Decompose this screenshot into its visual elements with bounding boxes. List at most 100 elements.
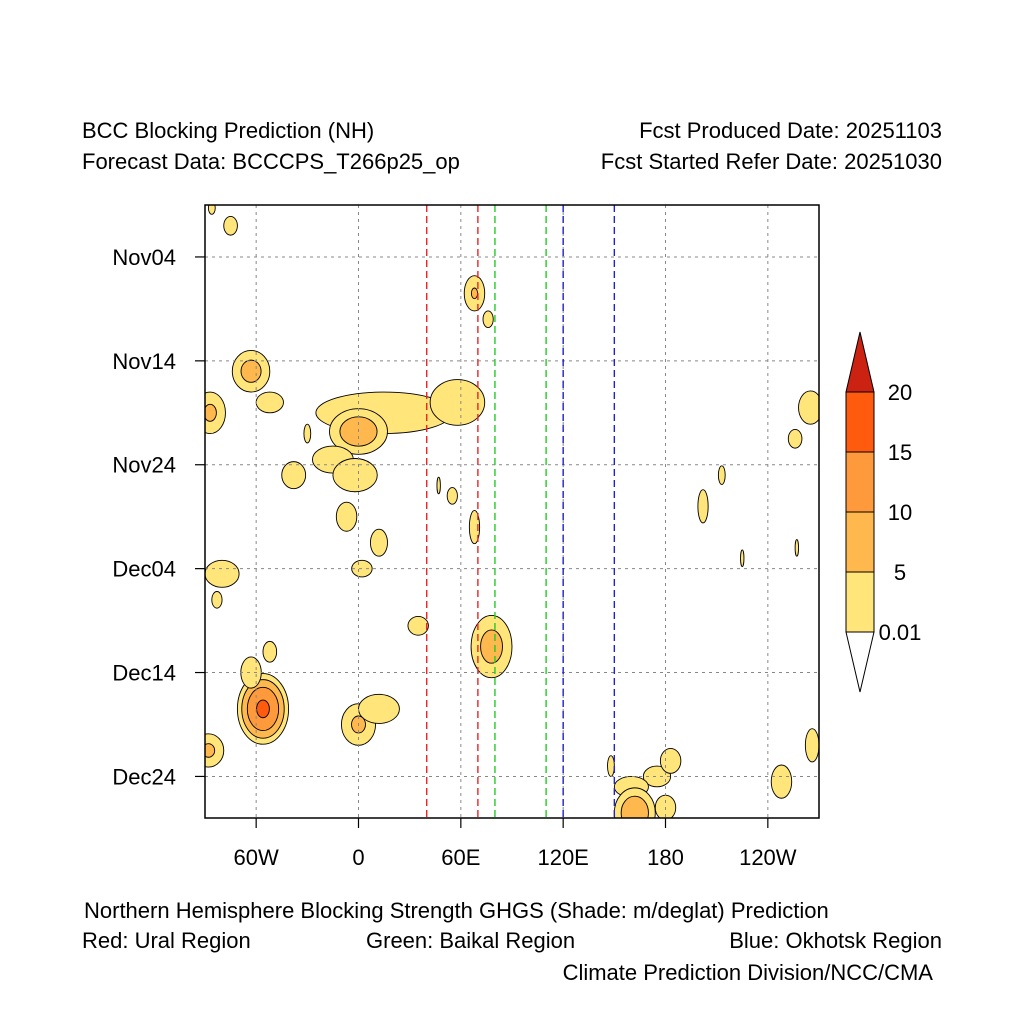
- x-tick-label: 0: [352, 845, 364, 870]
- blob-level-1: [369, 528, 388, 557]
- y-tick-label: Nov04: [112, 245, 176, 270]
- blocking-blob: [231, 350, 271, 393]
- blocking-blob: [207, 205, 216, 215]
- blob-level-1: [205, 559, 240, 588]
- blob-level-1: [607, 755, 615, 777]
- blocking-blob: [798, 390, 819, 425]
- blob-level-1: [303, 423, 312, 444]
- blocking-blob: [446, 487, 458, 505]
- blob-level-1: [697, 489, 709, 524]
- x-tick-label: 120W: [739, 845, 797, 870]
- blob-level-1: [436, 476, 441, 495]
- blocking-blob: [436, 476, 441, 495]
- footer-description: Northern Hemisphere Blocking Strength GH…: [84, 898, 829, 923]
- blob-level-1: [659, 747, 682, 774]
- footer-credit: Climate Prediction Division/NCC/CMA: [562, 960, 933, 985]
- blob-level-2: [620, 795, 649, 818]
- blob-level-1: [798, 390, 819, 425]
- colorbar-label: 15: [888, 440, 912, 465]
- colorbar: 0.01 5 10 15 20: [845, 331, 922, 693]
- blob-level-2: [240, 359, 262, 383]
- colorbar-label: 20: [888, 380, 912, 405]
- blocking-blob: [429, 379, 486, 426]
- x-tick-label: 60E: [441, 845, 480, 870]
- footer-red-label: Red: Ural Region: [82, 928, 251, 953]
- colorbar-label: 0.01: [879, 620, 922, 645]
- blocking-blob: [205, 559, 240, 588]
- blocking-blob: [303, 423, 312, 444]
- blocking-blob: [804, 728, 819, 763]
- blocking-blob: [281, 461, 307, 490]
- blocking-blob: [794, 539, 799, 557]
- blocking-blob: [205, 391, 226, 435]
- colorbar-box: [845, 571, 875, 633]
- blob-level-1: [407, 615, 429, 636]
- plot-frame: [204, 204, 820, 819]
- title-left-line1: BCC Blocking Prediction (NH): [82, 118, 375, 143]
- x-tick-label: 120E: [537, 845, 588, 870]
- colorbar-under-triangle: [845, 631, 875, 693]
- blob-level-1: [740, 549, 745, 568]
- blob-level-1: [207, 205, 216, 215]
- blob-level-1: [281, 461, 307, 490]
- grid-layer: [205, 205, 819, 818]
- blob-level-1: [335, 501, 358, 532]
- x-axis: 60W 0 60E 120E 180 120W: [234, 818, 797, 870]
- blocking-blob: [642, 765, 672, 788]
- colorbar-label: 10: [888, 500, 912, 525]
- footer-blue-label: Blue: Okhotsk Region: [729, 928, 942, 953]
- blob-level-1: [482, 310, 494, 329]
- blob-level-1: [468, 510, 481, 545]
- blocking-blob: [482, 310, 494, 329]
- blocking-blob: [407, 615, 429, 636]
- colorbar-box: [845, 451, 875, 513]
- footer-green-label: Green: Baikal Region: [366, 928, 576, 953]
- region-lines-layer: [426, 205, 616, 818]
- y-tick-label: Dec24: [112, 764, 176, 789]
- blocking-blob: [358, 693, 400, 724]
- colorbar-box: [845, 391, 875, 453]
- blob-level-1: [787, 428, 803, 449]
- colorbar-box: [845, 511, 875, 573]
- blocking-blob: [613, 787, 656, 818]
- title-left-line2: Forecast Data: BCCCPS_T266p25_op: [82, 149, 460, 174]
- blob-level-2: [480, 629, 503, 664]
- blob-level-1: [642, 765, 672, 788]
- blobs-layer: [205, 205, 819, 818]
- blob-level-1: [717, 465, 726, 485]
- title-right-line1: Fcst Produced Date: 20251103: [639, 118, 942, 143]
- blocking-blob: [770, 764, 793, 799]
- blob-level-1: [358, 693, 400, 724]
- y-tick-label: Dec14: [112, 661, 176, 686]
- blob-level-2: [205, 403, 217, 422]
- y-tick-label: Nov14: [112, 349, 176, 374]
- blocking-blob: [240, 656, 262, 689]
- blocking-blob: [335, 501, 358, 532]
- blob-level-1: [262, 640, 278, 663]
- blob-level-1: [794, 539, 799, 557]
- blocking-blob: [697, 489, 709, 524]
- blocking-blob: [236, 673, 290, 745]
- blob-level-1: [429, 379, 486, 426]
- y-tick-label: Dec04: [112, 557, 176, 582]
- blocking-blob: [470, 614, 513, 679]
- blocking-blob: [717, 465, 726, 485]
- blocking-blob: [463, 275, 486, 312]
- blob-level-1: [255, 391, 284, 414]
- colorbar-label: 5: [894, 560, 906, 585]
- blocking-blob: [369, 528, 388, 557]
- blob-level-1: [804, 728, 819, 763]
- blocking-blob: [255, 391, 284, 414]
- blocking-blob: [223, 215, 238, 236]
- blocking-blob: [332, 458, 378, 493]
- y-tick-label: Nov24: [112, 453, 176, 478]
- blocking-blob: [659, 747, 682, 774]
- blob-level-2: [470, 287, 479, 300]
- blob-level-1: [332, 458, 378, 493]
- blob-level-1: [240, 656, 262, 689]
- blob-level-1: [770, 764, 793, 799]
- blocking-blob: [468, 510, 481, 545]
- blob-level-4: [256, 699, 270, 719]
- blob-level-2: [205, 743, 216, 758]
